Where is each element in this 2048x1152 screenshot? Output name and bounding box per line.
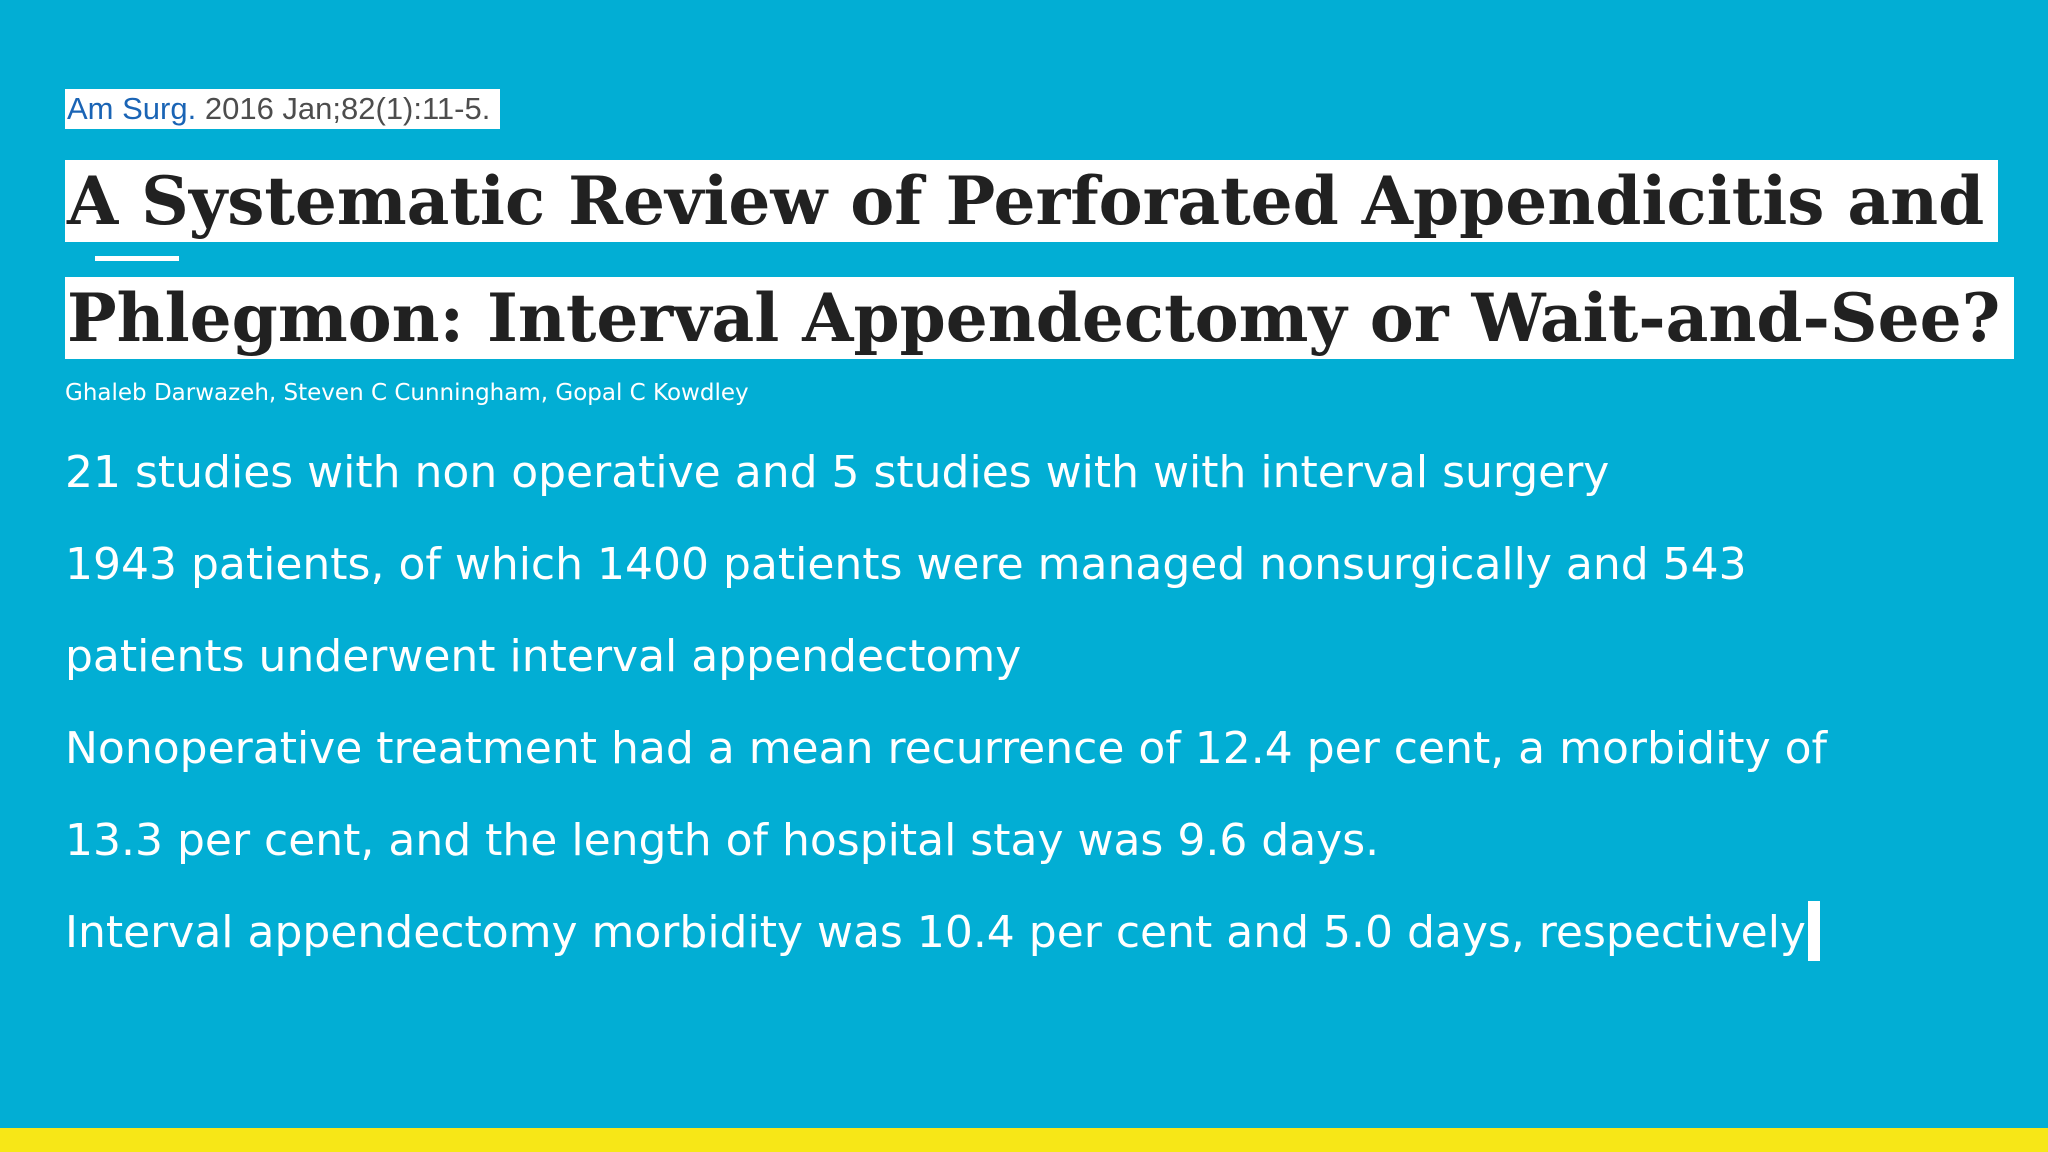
title-line-1: A Systematic Review of Perforated Append… (65, 160, 1999, 242)
body-line: 13.3 per cent, and the length of hospita… (65, 815, 1380, 866)
body-line: 1943 patients, of which 1400 patients we… (65, 539, 1747, 590)
journal-link[interactable]: Am Surg. (67, 91, 197, 126)
bottom-band (0, 1128, 2048, 1152)
title-line-2: Phlegmon: Interval Appendectomy or Wait-… (65, 277, 2015, 359)
body-line: patients underwent interval appendectomy (65, 631, 1022, 682)
body-line-last: Interval appendectomy morbidity was 10.4… (65, 887, 1865, 979)
title-accent-bar (95, 256, 179, 261)
body-line-text: Interval appendectomy morbidity was 10.4… (65, 907, 1806, 958)
text-cursor (1807, 901, 1820, 961)
body-text: 21 studies with non operative and 5 stud… (65, 427, 1865, 979)
body-line: 21 studies with non operative and 5 stud… (65, 447, 1610, 498)
authors: Ghaleb Darwazeh, Steven C Cunningham, Go… (65, 380, 749, 406)
citation: Am Surg. 2016 Jan;82(1):11-5. (65, 89, 501, 129)
body-line: Nonoperative treatment had a mean recurr… (65, 723, 1827, 774)
citation-date: 2016 Jan;82(1):11-5. (204, 91, 491, 126)
